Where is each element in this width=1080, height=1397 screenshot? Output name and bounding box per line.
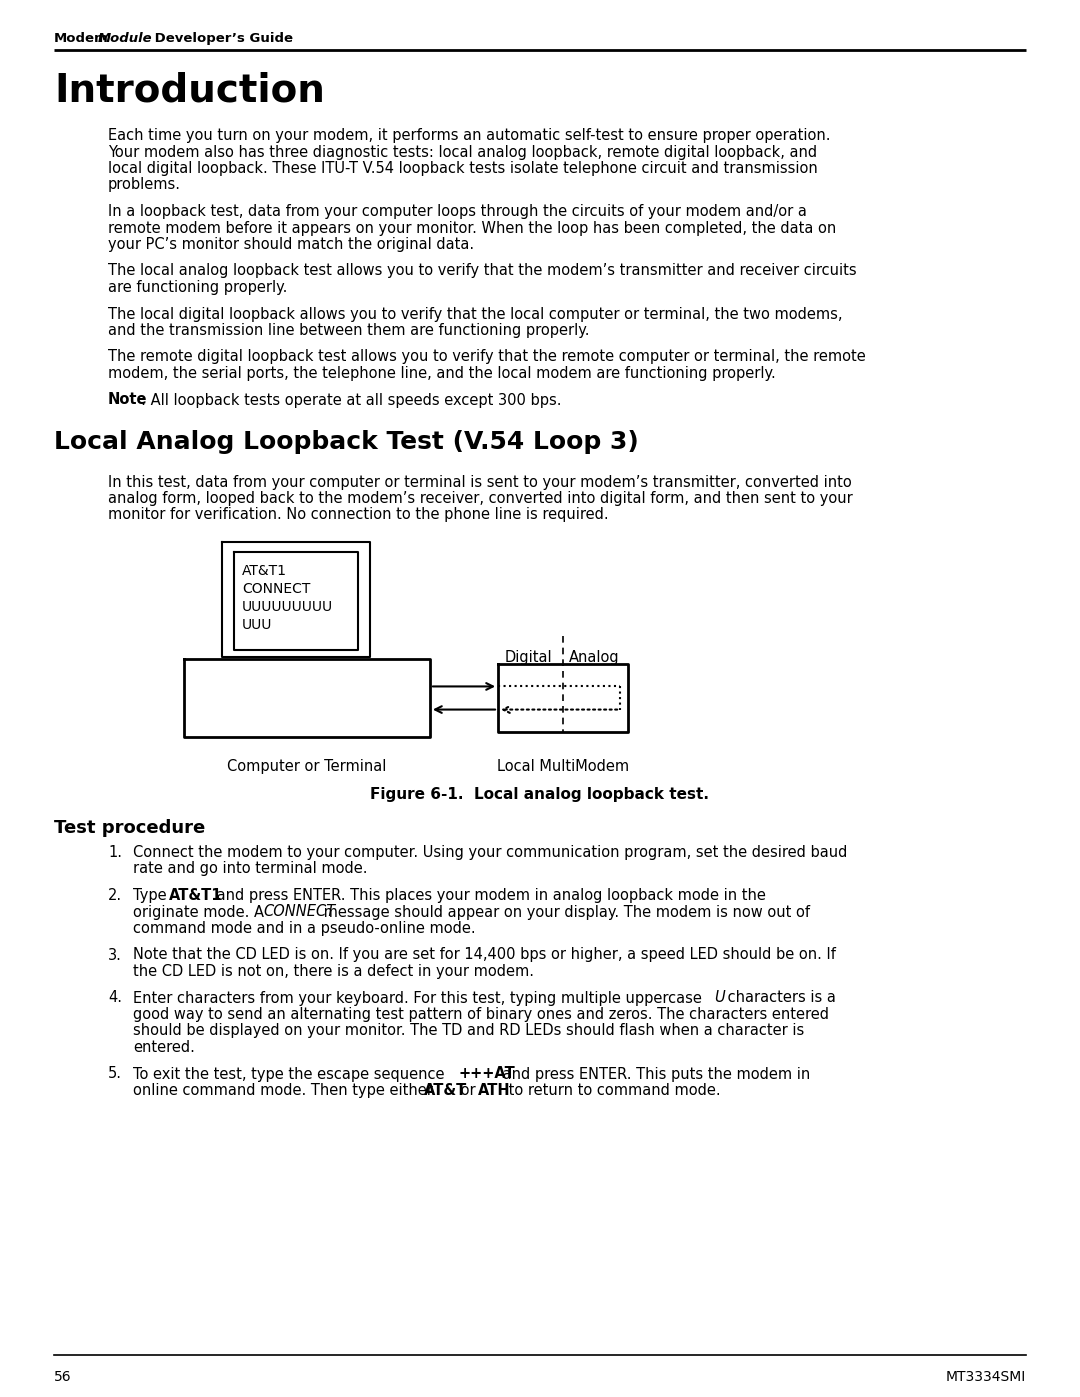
Text: characters is a: characters is a <box>723 990 836 1006</box>
Text: AT&T: AT&T <box>424 1083 468 1098</box>
Text: Introduction: Introduction <box>54 73 325 110</box>
Text: Your modem also has three diagnostic tests: local analog loopback, remote digita: Your modem also has three diagnostic tes… <box>108 144 818 159</box>
Text: your PC’s monitor should match the original data.: your PC’s monitor should match the origi… <box>108 237 474 251</box>
Text: and press ENTER. This puts the modem in: and press ENTER. This puts the modem in <box>498 1066 810 1081</box>
Text: AT&T1: AT&T1 <box>242 564 287 578</box>
Text: 3.: 3. <box>108 947 122 963</box>
Text: The local digital loopback allows you to verify that the local computer or termi: The local digital loopback allows you to… <box>108 306 842 321</box>
Text: : All loopback tests operate at all speeds except 300 bps.: : All loopback tests operate at all spee… <box>141 393 562 408</box>
Text: In a loopback test, data from your computer loops through the circuits of your m: In a loopback test, data from your compu… <box>108 204 807 219</box>
Text: Note: Note <box>108 393 148 408</box>
Text: analog form, looped back to the modem’s receiver, converted into digital form, a: analog form, looped back to the modem’s … <box>108 490 853 506</box>
Text: MT3334SMI: MT3334SMI <box>946 1370 1026 1384</box>
Text: entered.: entered. <box>133 1039 194 1055</box>
Text: or: or <box>456 1083 481 1098</box>
Text: Analog: Analog <box>569 650 620 665</box>
Text: Type: Type <box>133 888 172 902</box>
Text: 2.: 2. <box>108 888 122 902</box>
Text: CONNECT: CONNECT <box>264 904 335 919</box>
Text: 5.: 5. <box>108 1066 122 1081</box>
Text: problems.: problems. <box>108 177 181 193</box>
Text: to return to command mode.: to return to command mode. <box>504 1083 720 1098</box>
Text: online command mode. Then type either: online command mode. Then type either <box>133 1083 437 1098</box>
Text: Test procedure: Test procedure <box>54 819 205 837</box>
Text: +++AT: +++AT <box>458 1066 515 1081</box>
Text: Local MultiModem: Local MultiModem <box>497 759 629 774</box>
Text: The local analog loopback test allows you to verify that the modem’s transmitter: The local analog loopback test allows yo… <box>108 264 856 278</box>
Text: Modem: Modem <box>54 32 109 45</box>
Text: Module: Module <box>98 32 152 45</box>
Text: Computer or Terminal: Computer or Terminal <box>227 759 387 774</box>
Text: command mode and in a pseudo-online mode.: command mode and in a pseudo-online mode… <box>133 921 475 936</box>
Text: CONNECT: CONNECT <box>242 583 310 597</box>
Text: message should appear on your display. The modem is now out of: message should appear on your display. T… <box>319 904 810 919</box>
Text: Local Analog Loopback Test (V.54 Loop 3): Local Analog Loopback Test (V.54 Loop 3) <box>54 430 638 454</box>
Text: To exit the test, type the escape sequence: To exit the test, type the escape sequen… <box>133 1066 449 1081</box>
Text: In this test, data from your computer or terminal is sent to your modem’s transm: In this test, data from your computer or… <box>108 475 852 489</box>
Text: modem, the serial ports, the telephone line, and the local modem are functioning: modem, the serial ports, the telephone l… <box>108 366 775 381</box>
Text: Note that the CD LED is on. If you are set for 14,400 bps or higher, a speed LED: Note that the CD LED is on. If you are s… <box>133 947 836 963</box>
Text: 56: 56 <box>54 1370 71 1384</box>
Text: Enter characters from your keyboard. For this test, typing multiple uppercase: Enter characters from your keyboard. For… <box>133 990 706 1006</box>
Text: remote modem before it appears on your monitor. When the loop has been completed: remote modem before it appears on your m… <box>108 221 836 236</box>
Text: Connect the modem to your computer. Using your communication program, set the de: Connect the modem to your computer. Usin… <box>133 845 848 861</box>
Text: 1.: 1. <box>108 845 122 861</box>
Text: Figure 6-1.  Local analog loopback test.: Figure 6-1. Local analog loopback test. <box>370 787 710 802</box>
Text: are functioning properly.: are functioning properly. <box>108 279 287 295</box>
Text: good way to send an alternating test pattern of binary ones and zeros. The chara: good way to send an alternating test pat… <box>133 1007 829 1023</box>
Text: 4.: 4. <box>108 990 122 1006</box>
Text: should be displayed on your monitor. The TD and RD LEDs should flash when a char: should be displayed on your monitor. The… <box>133 1024 805 1038</box>
Text: monitor for verification. No connection to the phone line is required.: monitor for verification. No connection … <box>108 507 609 522</box>
Text: and press ENTER. This places your modem in analog loopback mode in the: and press ENTER. This places your modem … <box>212 888 766 902</box>
Text: U: U <box>714 990 725 1006</box>
Text: rate and go into terminal mode.: rate and go into terminal mode. <box>133 862 367 876</box>
Text: UUU: UUU <box>242 617 272 631</box>
Text: originate mode. A: originate mode. A <box>133 904 269 919</box>
Text: ATH: ATH <box>478 1083 511 1098</box>
Text: UUUUUUUUU: UUUUUUUUU <box>242 599 333 615</box>
Text: and the transmission line between them are functioning properly.: and the transmission line between them a… <box>108 323 590 338</box>
Text: Developer’s Guide: Developer’s Guide <box>150 32 293 45</box>
Text: AT&T1: AT&T1 <box>168 888 222 902</box>
Text: The remote digital loopback test allows you to verify that the remote computer o: The remote digital loopback test allows … <box>108 349 866 365</box>
Text: Digital: Digital <box>505 650 553 665</box>
Text: the CD LED is not on, there is a defect in your modem.: the CD LED is not on, there is a defect … <box>133 964 534 979</box>
Text: local digital loopback. These ITU-T V.54 loopback tests isolate telephone circui: local digital loopback. These ITU-T V.54… <box>108 161 818 176</box>
Text: Each time you turn on your modem, it performs an automatic self-test to ensure p: Each time you turn on your modem, it per… <box>108 129 831 142</box>
